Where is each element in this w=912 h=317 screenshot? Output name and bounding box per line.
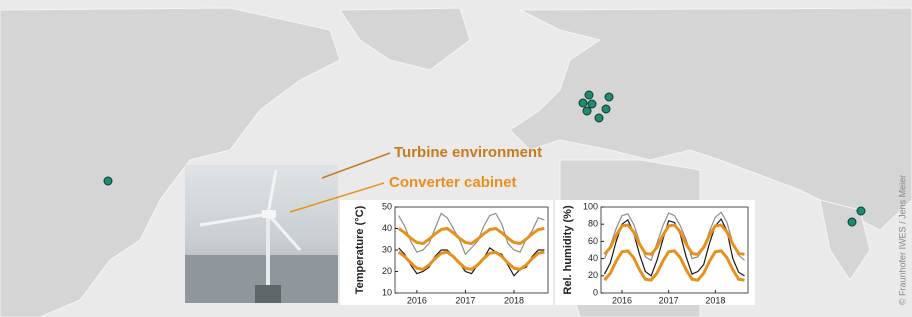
y-tick-label: 80 — [588, 219, 598, 229]
site-marker — [585, 91, 593, 99]
site-marker — [595, 114, 603, 122]
x-tick-label: 2016 — [612, 295, 632, 305]
y-tick-label: 100 — [583, 201, 598, 211]
y-tick-label: 10 — [382, 287, 392, 297]
y-tick-label: 0 — [593, 287, 598, 297]
x-tick-label: 2017 — [455, 295, 475, 305]
y-axis-label: Rel. humidity (%) — [562, 205, 574, 295]
y-axis-label: Temperature (°C) — [354, 205, 366, 294]
x-tick-label: 2017 — [659, 295, 679, 305]
y-tick-label: 30 — [382, 244, 392, 254]
x-tick-label: 2018 — [705, 295, 725, 305]
annotation: Turbine environment — [394, 144, 542, 161]
site-marker — [605, 93, 613, 101]
site-marker — [848, 218, 856, 226]
y-tick-label: 20 — [382, 266, 392, 276]
x-tick-label: 2016 — [407, 295, 427, 305]
annotation: Converter cabinet — [389, 174, 517, 191]
site-marker — [588, 100, 596, 108]
y-tick-label: 50 — [382, 201, 392, 211]
site-marker — [857, 207, 865, 215]
site-marker — [583, 107, 591, 115]
y-tick-label: 60 — [588, 236, 598, 246]
y-tick-label: 40 — [588, 253, 598, 263]
site-marker — [602, 105, 610, 113]
site-marker — [579, 99, 587, 107]
turbine-photo — [185, 165, 338, 303]
y-tick-label: 20 — [588, 270, 598, 280]
credit: © Fraunhofer IWES / Jens Meier — [897, 175, 907, 305]
chart-panel — [555, 200, 755, 305]
figure: Turbine environment Converter cabinet © … — [0, 0, 912, 317]
site-marker — [104, 177, 112, 185]
y-tick-label: 40 — [382, 223, 392, 233]
x-tick-label: 2018 — [504, 295, 524, 305]
